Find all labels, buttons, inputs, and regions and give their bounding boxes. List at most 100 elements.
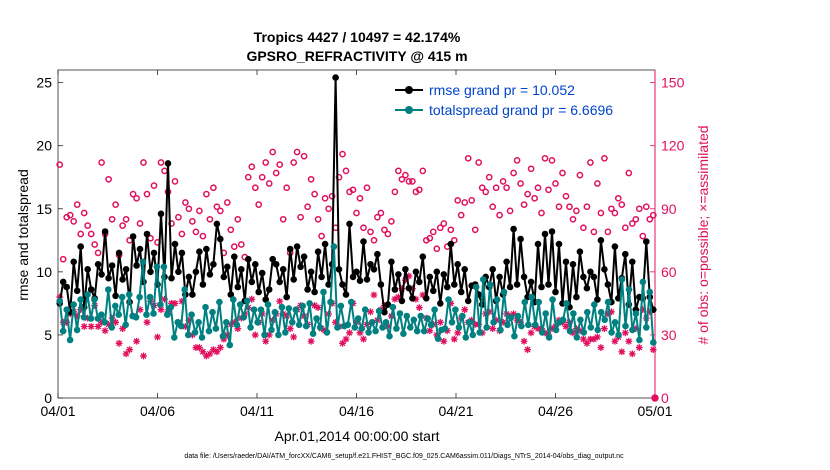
obs-assimilated-marker [450,335,458,343]
obs-possible-marker [150,182,158,189]
rmse-point [363,276,371,283]
obs-possible-marker [223,199,231,206]
obs-assimilated-star [440,337,448,345]
obs-possible-marker [538,209,545,217]
obs-assimilated-star [108,314,116,322]
obs-possible-marker [534,184,542,192]
spread-point [372,327,379,335]
spread-point [507,314,515,321]
obs-possible-marker [566,203,573,211]
rmse-point [248,278,256,286]
rmse-point [321,240,329,248]
spread-point [63,306,70,314]
spread-point [264,301,272,308]
spread-point [202,303,209,311]
obs-assimilated-star [209,346,217,354]
obs-possible-marker [182,199,189,206]
obs-assimilated-marker [590,335,598,343]
rmse-point [192,268,200,276]
obs-assimilated-marker [520,337,528,345]
obs-possible-marker [524,190,531,198]
spread-point [368,319,376,326]
spread-point [462,334,470,341]
rmse-point [353,268,360,276]
obs-assimilated-marker [307,337,315,345]
spread-point [115,311,122,319]
obs-assimilated-star [471,321,479,328]
obs-possible-marker [370,236,378,244]
y-tick-left-label: 5 [44,327,52,343]
obs-assimilated-marker [454,329,462,337]
obs-possible-marker [171,178,179,185]
obs-assimilated-marker [276,297,284,305]
spread-point [247,324,254,331]
obs-assimilated-marker [524,346,531,354]
rmse-point [105,274,112,282]
spread-point [261,331,268,339]
rmse-point [457,288,465,296]
obs-possible-marker [510,169,517,177]
rmse-point [569,261,577,268]
obs-possible-marker [395,167,402,175]
spread-point [289,319,296,326]
rmse-point [196,248,203,255]
spread-point [521,298,529,306]
spread-point [240,314,247,321]
rmse-point [122,266,130,273]
obs-assimilated-marker [202,352,210,360]
spread-point [299,302,307,310]
rmse-point [555,240,563,248]
obs-assimilated-star [569,329,577,337]
spread-point [566,327,574,335]
spread-point [535,298,543,306]
y-axis-left-label: rmse and totalspread [15,169,31,301]
rmse-point [496,273,503,281]
obs-possible-marker [639,232,647,240]
rmse-point [527,278,535,286]
obs-possible-marker [569,215,577,223]
spread-point [188,311,195,319]
spread-point [181,286,188,293]
rmse-point [405,284,413,292]
rmse-point [597,237,605,244]
obs-possible-marker [91,241,99,248]
rmse-point [423,295,430,302]
obs-possible-marker [388,218,395,225]
obs-assimilated-marker [182,323,189,330]
spread-point [205,327,213,335]
y-tick-left-label: 15 [36,201,52,217]
obs-possible-marker [429,228,437,236]
obs-assimilated-star [580,335,587,343]
obs-assimilated-star [527,329,535,337]
obs-assimilated-star [499,318,507,326]
obs-assimilated-star [307,337,315,345]
obs-assimilated-marker [77,306,85,314]
spread-point [271,308,279,316]
obs-possible-marker [230,243,238,250]
spread-point [365,329,372,336]
obs-possible-marker [552,180,559,187]
spread-point [639,278,647,286]
spread-point [177,322,185,330]
obs-possible-marker [360,224,367,232]
obs-possible-marker [328,192,336,200]
obs-assimilated-star [251,331,259,339]
obs-assimilated-star [593,333,601,341]
obs-assimilated-star [126,346,133,354]
spread-point [212,325,220,332]
obs-possible-marker [272,169,280,177]
y-axis-right-label: # of obs: o=possible; ×=assimilated [695,125,711,344]
obs-possible-marker [632,215,640,223]
obs-possible-marker [307,175,315,183]
obs-assimilated-star [398,285,406,293]
obs-assimilated-marker [419,291,427,299]
obs-possible-marker [293,148,301,156]
y-tick-left-label: 25 [36,75,52,91]
obs-assimilated-marker [370,291,378,299]
spread-point [396,310,404,317]
y-axis-left: 0 5 10 15 20 25 [36,75,63,406]
spread-point [209,308,216,316]
obs-possible-marker [244,173,252,181]
spread-point [511,332,518,340]
